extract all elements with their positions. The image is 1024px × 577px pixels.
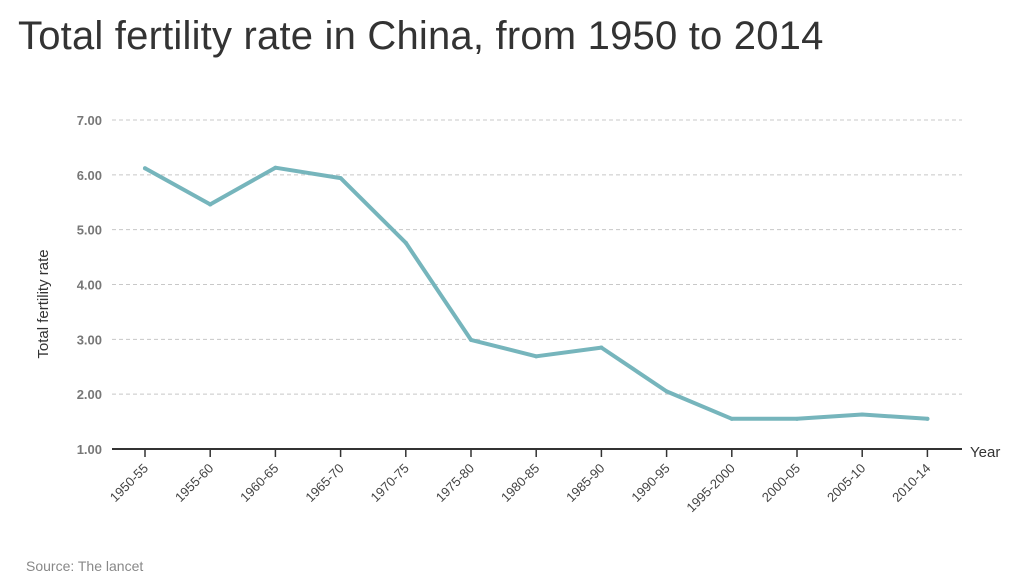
y-tick-label: 7.00 [77,113,102,128]
data-point [403,240,408,245]
y-tick-label: 5.00 [77,223,102,238]
x-tick-label: 1985-90 [563,461,607,505]
x-tick-label: 1995-2000 [683,461,738,516]
x-tick-label: 1955-60 [172,461,216,505]
source-note: Source: The lancet [26,558,144,574]
data-point [469,337,473,342]
series-line [143,165,930,421]
data-point [338,176,343,181]
chart-title: Total fertility rate in China, from 1950… [18,14,824,58]
x-tick-label: 2010-14 [889,461,933,505]
y-tick-label: 2.00 [77,387,102,402]
y-tick-labels: 1.00 2.00 3.00 4.00 5.00 6.00 7.00 [77,113,102,457]
y-tick-label: 1.00 [77,442,102,457]
data-point [534,354,539,359]
data-point [599,345,604,350]
data-point [208,202,213,207]
data-point [860,412,865,417]
x-axis-label: Year [970,444,1000,461]
x-tick-label: 1990-95 [628,461,672,505]
y-tick-label: 6.00 [77,168,102,183]
gridlines [112,119,962,395]
data-point [795,416,799,421]
x-tick-label: 2000-05 [759,461,803,505]
x-tick-label: 1960-65 [237,461,281,505]
x-axis [112,448,962,457]
x-tick-label: 1975-80 [433,461,477,505]
x-tick-label: 1970-75 [368,461,412,505]
data-point [925,416,930,421]
x-tick-labels: 1950-55 1955-60 1960-65 1965-70 1970-75 1975-… [107,461,934,516]
y-tick-label: 4.00 [77,278,102,293]
x-tick-label: 1950-55 [107,461,151,505]
data-point [664,389,669,394]
data-point [143,166,147,171]
y-tick-label: 3.00 [77,332,102,347]
data-point [273,165,278,170]
x-tick-label: 1980-85 [498,461,542,505]
data-point [729,416,734,421]
x-tick-label: 1965-70 [302,461,346,505]
x-tick-label: 2005-10 [824,461,868,505]
y-axis-label: Total fertility rate [35,249,52,358]
series-layer [143,165,930,421]
